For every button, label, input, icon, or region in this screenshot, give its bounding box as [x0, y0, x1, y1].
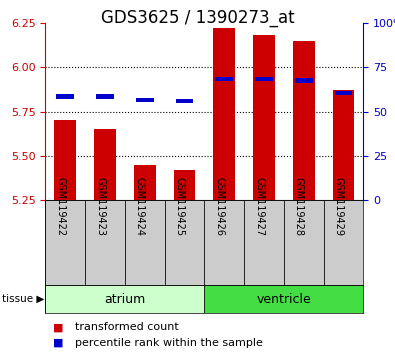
Text: ventricle: ventricle [256, 293, 311, 306]
Text: tissue ▶: tissue ▶ [2, 294, 44, 304]
Bar [96, 94, 114, 99]
Text: GSM119428: GSM119428 [294, 177, 304, 236]
Text: ■: ■ [53, 322, 64, 332]
Text: GSM119427: GSM119427 [254, 177, 264, 236]
Bar [85, 200, 125, 285]
Text: percentile rank within the sample: percentile rank within the sample [75, 338, 263, 348]
Bar [125, 200, 165, 285]
Bar [205, 200, 244, 285]
Bar [55, 120, 76, 200]
Text: GDS3625 / 1390273_at: GDS3625 / 1390273_at [101, 9, 294, 27]
Bar [94, 129, 116, 200]
Bar [136, 98, 154, 102]
Bar [333, 90, 354, 200]
Bar [324, 200, 363, 285]
Bar [253, 35, 275, 200]
Bar [176, 99, 194, 103]
Bar [45, 285, 205, 313]
Bar [213, 28, 235, 200]
Bar [335, 91, 352, 95]
Bar [205, 285, 363, 313]
Bar [134, 165, 156, 200]
Bar [215, 76, 233, 81]
Bar [45, 200, 85, 285]
Text: atrium: atrium [104, 293, 145, 306]
Bar [165, 200, 205, 285]
Text: GSM119426: GSM119426 [214, 177, 224, 236]
Text: ■: ■ [53, 338, 64, 348]
Text: GSM119429: GSM119429 [333, 177, 344, 236]
Text: GSM119424: GSM119424 [135, 177, 145, 236]
Bar [284, 200, 324, 285]
Text: transformed count: transformed count [75, 322, 179, 332]
Bar [295, 78, 313, 83]
Bar [255, 76, 273, 81]
Text: GSM119422: GSM119422 [55, 177, 65, 236]
Bar [174, 170, 196, 200]
Bar [244, 200, 284, 285]
Bar [56, 94, 74, 99]
Text: GSM119425: GSM119425 [175, 177, 184, 236]
Bar [293, 41, 315, 200]
Text: GSM119423: GSM119423 [95, 177, 105, 236]
